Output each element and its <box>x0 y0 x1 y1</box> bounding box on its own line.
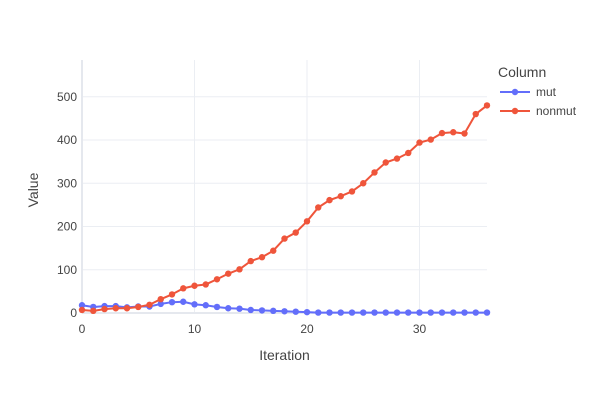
data-point-mut <box>472 309 479 316</box>
data-point-nonmut <box>348 188 356 195</box>
data-point-mut <box>348 309 356 316</box>
y-tick-label: 500 <box>57 90 77 104</box>
data-point-mut <box>247 306 254 314</box>
data-point-mut <box>326 309 333 316</box>
data-point-nonmut <box>427 136 434 143</box>
data-point-nonmut <box>371 169 378 176</box>
data-point-mut <box>270 307 277 315</box>
data-point-nonmut <box>281 235 288 242</box>
legend-item-nonmut[interactable]: nonmut <box>500 104 577 118</box>
data-point-nonmut <box>90 307 97 315</box>
data-point-nonmut <box>292 229 299 236</box>
data-point-nonmut <box>236 266 243 273</box>
data-point-mut <box>292 308 299 315</box>
data-point-mut <box>438 309 446 316</box>
x-tick-label: 20 <box>300 322 314 336</box>
data-point-nonmut <box>213 276 221 283</box>
data-point-mut <box>382 309 389 316</box>
zero-line <box>81 60 487 314</box>
data-point-nonmut <box>123 305 131 312</box>
data-point-nonmut <box>247 257 254 265</box>
data-point-nonmut <box>146 301 153 308</box>
data-point-nonmut <box>360 180 367 187</box>
y-tick-label: 200 <box>57 220 77 234</box>
data-point-mut <box>416 309 423 316</box>
x-axis-ticks: 0 10 20 30 <box>79 322 427 336</box>
y-tick-label: 0 <box>70 306 77 320</box>
data-point-mut <box>461 309 468 316</box>
legend-label: nonmut <box>536 104 577 118</box>
data-point-nonmut <box>405 149 412 157</box>
legend-items: mut nonmut <box>500 85 577 118</box>
data-point-mut <box>393 309 401 316</box>
data-point-nonmut <box>438 129 446 137</box>
data-point-nonmut <box>461 130 468 137</box>
data-point-mut <box>258 307 266 314</box>
data-point-nonmut <box>202 281 209 288</box>
data-point-nonmut <box>180 285 187 292</box>
series-layer <box>78 102 491 316</box>
data-point-nonmut <box>326 196 333 204</box>
y-tick-label: 300 <box>57 176 77 190</box>
x-tick-label: 0 <box>79 322 86 336</box>
series-line-nonmut <box>81 104 488 312</box>
data-point-mut <box>281 308 288 315</box>
data-point-nonmut <box>258 254 266 261</box>
x-tick-label: 30 <box>413 322 427 336</box>
data-point-mut <box>191 301 198 308</box>
data-point-nonmut <box>135 303 142 311</box>
data-point-mut <box>360 309 367 316</box>
data-point-mut <box>405 309 412 316</box>
data-point-nonmut <box>416 139 423 146</box>
data-point-mut <box>427 309 434 316</box>
series-nonmut <box>78 102 491 315</box>
data-point-nonmut <box>483 102 491 109</box>
y-tick-label: 100 <box>57 263 77 277</box>
data-point-mut <box>337 309 344 316</box>
legend-marker-swatch <box>511 107 519 115</box>
data-point-mut <box>225 305 232 312</box>
data-point-mut <box>483 309 491 316</box>
legend-marker-swatch <box>511 88 519 96</box>
y-tick-label: 400 <box>57 133 77 147</box>
data-point-nonmut <box>393 155 401 162</box>
legend: Column mut nonmut <box>498 64 577 118</box>
data-point-mut <box>168 298 176 306</box>
data-point-nonmut <box>270 247 277 254</box>
grid-lines <box>82 60 487 313</box>
data-point-nonmut <box>168 291 176 298</box>
data-point-nonmut <box>225 270 232 277</box>
data-point-mut <box>236 305 243 312</box>
data-point-nonmut <box>450 129 457 136</box>
legend-label: mut <box>536 85 557 99</box>
legend-title: Column <box>498 64 546 80</box>
data-point-nonmut <box>191 282 198 289</box>
data-point-nonmut <box>157 295 164 303</box>
data-point-mut <box>450 309 457 316</box>
data-point-mut <box>315 309 322 316</box>
x-axis-title: Iteration <box>259 347 310 363</box>
data-point-nonmut <box>112 305 119 312</box>
data-point-mut <box>303 308 311 316</box>
data-point-mut <box>202 302 209 309</box>
data-point-mut <box>180 298 187 305</box>
y-axis-ticks: 0 100 200 300 400 500 <box>57 90 77 320</box>
data-point-nonmut <box>101 305 108 313</box>
legend-item-mut[interactable]: mut <box>500 85 557 99</box>
data-point-nonmut <box>472 110 479 118</box>
data-point-nonmut <box>315 204 322 211</box>
data-point-mut <box>213 303 221 311</box>
data-point-nonmut <box>78 306 86 314</box>
x-tick-label: 10 <box>188 322 202 336</box>
data-point-mut <box>371 309 378 316</box>
y-axis-title: Value <box>25 172 41 207</box>
data-point-nonmut <box>337 193 344 200</box>
data-point-mut <box>78 302 86 309</box>
data-point-mut <box>157 300 164 308</box>
data-point-nonmut <box>303 218 311 225</box>
data-point-nonmut <box>382 159 389 166</box>
